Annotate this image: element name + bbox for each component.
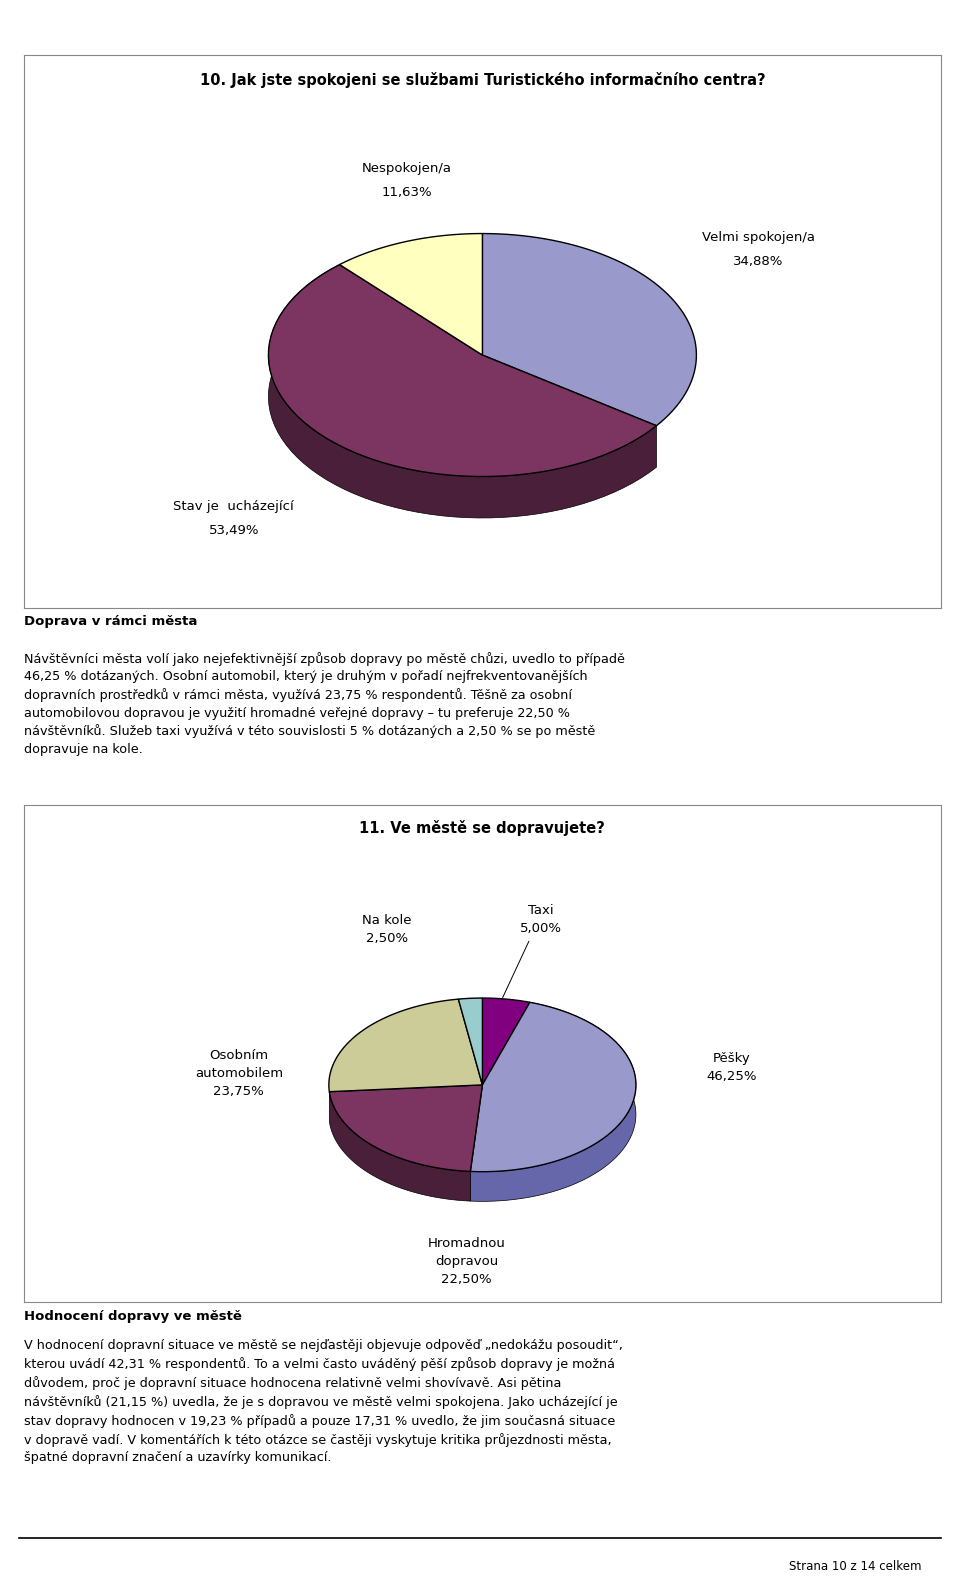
Text: Na kole: Na kole — [362, 914, 412, 928]
Text: 34,88%: 34,88% — [733, 254, 783, 268]
Text: 23,75%: 23,75% — [213, 1084, 264, 1098]
Polygon shape — [269, 265, 657, 518]
Text: Stav je  ucházející: Stav je ucházející — [174, 500, 294, 513]
Text: 2,50%: 2,50% — [366, 933, 408, 945]
Text: Hromadnou: Hromadnou — [427, 1237, 506, 1250]
Text: 46,25%: 46,25% — [706, 1070, 756, 1083]
Text: Doprava v rámci města: Doprava v rámci města — [24, 615, 198, 628]
Text: 53,49%: 53,49% — [208, 524, 259, 537]
Text: Pěšky: Pěšky — [712, 1053, 750, 1065]
Text: dopravou: dopravou — [435, 1255, 498, 1269]
Polygon shape — [329, 999, 482, 1092]
Text: Osobním: Osobním — [209, 1049, 269, 1062]
Text: automobilem: automobilem — [195, 1067, 283, 1079]
Text: Návštěvníci města volí jako nejefektivnější způsob dopravy po městě chůzi, uvedl: Návštěvníci města volí jako nejefektivně… — [24, 652, 625, 756]
Polygon shape — [340, 234, 482, 355]
Polygon shape — [458, 997, 482, 1086]
Text: Taxi: Taxi — [528, 904, 554, 917]
Text: 5,00%: 5,00% — [519, 922, 562, 934]
Polygon shape — [482, 997, 530, 1086]
Text: Strana 10 z 14 celkem: Strana 10 z 14 celkem — [789, 1559, 922, 1573]
Text: 11,63%: 11,63% — [381, 186, 432, 199]
Polygon shape — [482, 234, 696, 426]
Polygon shape — [269, 265, 657, 477]
Polygon shape — [470, 1002, 636, 1201]
Polygon shape — [329, 1092, 470, 1201]
Text: Nespokojen/a: Nespokojen/a — [362, 163, 451, 175]
Polygon shape — [470, 1002, 636, 1172]
Text: 11. Ve městě se dopravujete?: 11. Ve městě se dopravujete? — [359, 819, 606, 836]
Text: V hodnocení dopravní situace ve městě se nejďastěji objevuje odpověď „nedokážu p: V hodnocení dopravní situace ve městě se… — [24, 1340, 623, 1464]
Text: Strategický plán města České Budějovice – vyhodnocení dotazníkového šetření mezi: Strategický plán města České Budějovice … — [172, 14, 788, 30]
Text: Hodnocení dopravy ve městě: Hodnocení dopravy ve městě — [24, 1310, 242, 1322]
Polygon shape — [329, 1086, 482, 1171]
Text: 10. Jak jste spokojeni se službami Turistického informačního centra?: 10. Jak jste spokojeni se službami Turis… — [200, 73, 765, 88]
Text: 22,50%: 22,50% — [442, 1273, 492, 1286]
Text: Velmi spokojen/a: Velmi spokojen/a — [702, 232, 815, 245]
